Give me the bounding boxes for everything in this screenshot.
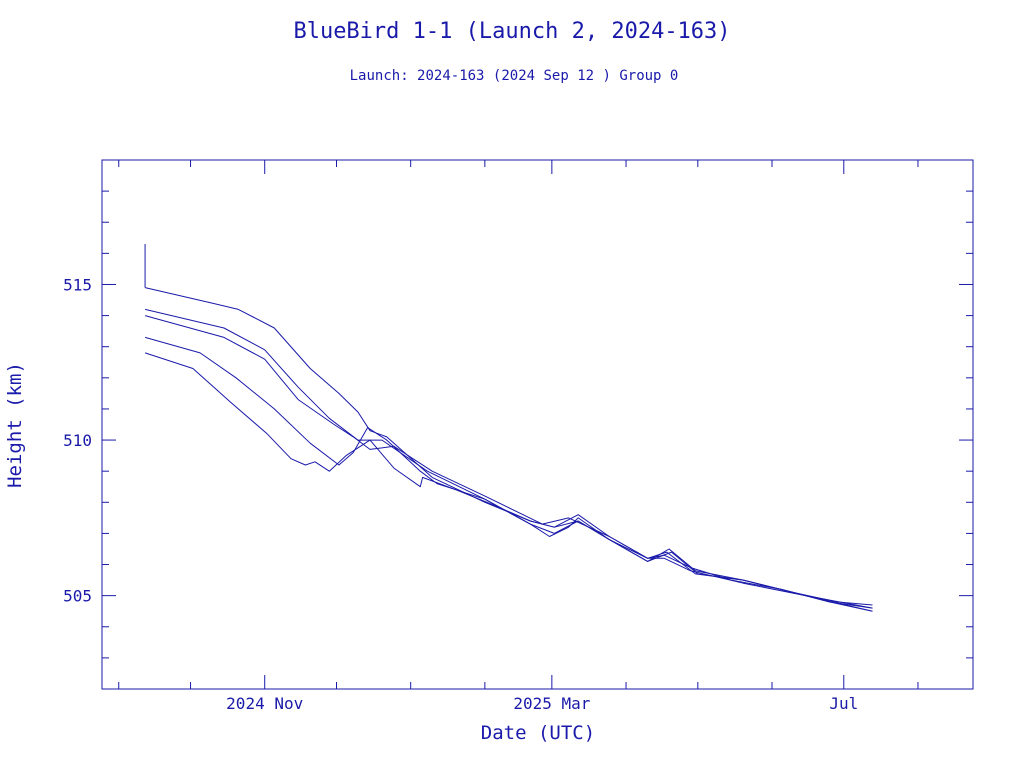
chart-subtitle: Launch: 2024-163 (2024 Sep 12 ) Group 0 — [350, 68, 679, 84]
series-line-4 — [144, 336, 873, 612]
series-line-3 — [144, 315, 873, 609]
x-tick-label: 2025 Mar — [513, 694, 590, 713]
series-line-2 — [144, 308, 873, 606]
x-tick-label: Jul — [829, 694, 858, 713]
y-tick-label: 510 — [63, 431, 92, 450]
y-axis-label: Height (km) — [4, 362, 26, 488]
series-line-1 — [144, 287, 873, 609]
y-tick-label: 505 — [63, 587, 92, 606]
x-tick-label: 2024 Nov — [226, 694, 303, 713]
series-group — [144, 244, 873, 612]
x-axis-label: Date (UTC) — [481, 722, 595, 744]
chart-title: BlueBird 1-1 (Launch 2, 2024-163) — [293, 19, 730, 44]
axis-ticks — [102, 159, 973, 690]
plot-area-frame — [101, 159, 974, 690]
series-line-5 — [144, 352, 873, 612]
y-tick-label: 515 — [63, 275, 92, 294]
